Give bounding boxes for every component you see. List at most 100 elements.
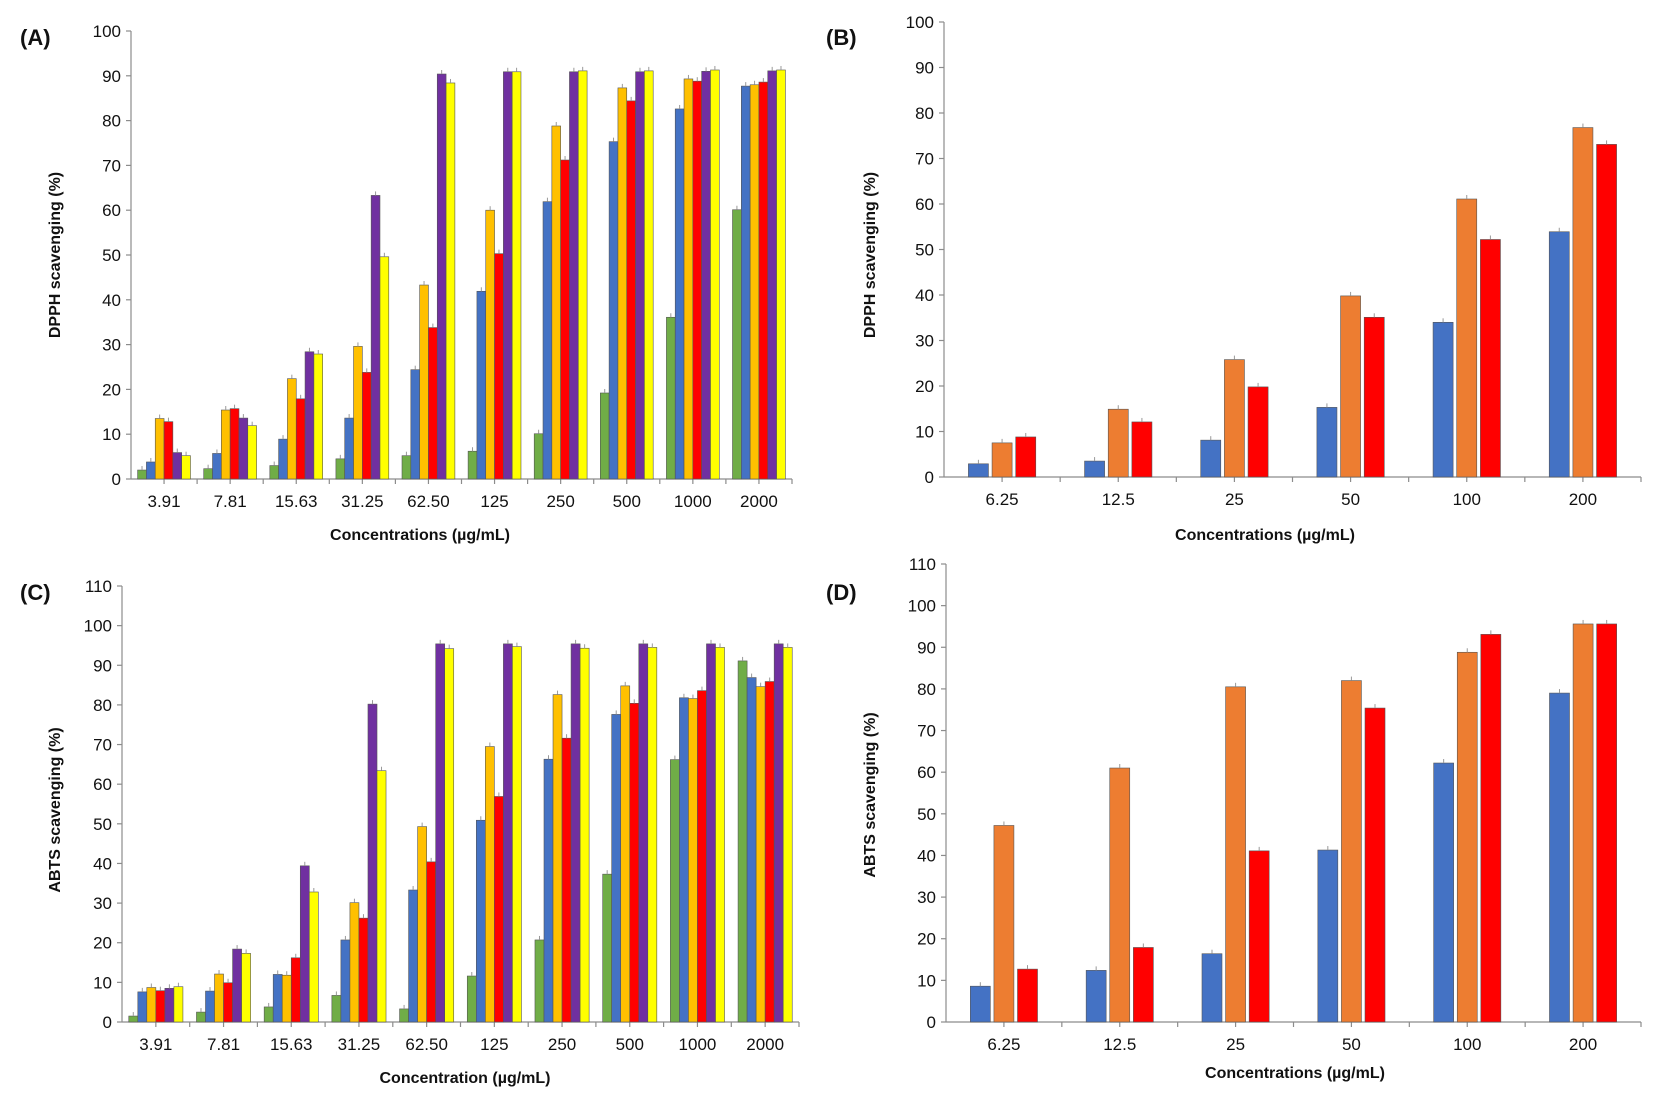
bar-series-gold-3.91 xyxy=(154,418,165,480)
y-tick-label: 20 xyxy=(102,380,121,399)
y-tick-label: 100 xyxy=(906,13,934,32)
bar-series-red-50 xyxy=(1364,707,1386,1023)
y-tick-label: 50 xyxy=(917,805,936,824)
y-tick-label: 80 xyxy=(93,696,112,715)
y-tick-label: 100 xyxy=(84,617,112,636)
x-tick-label: 12.5 xyxy=(1102,490,1135,509)
y-tick-label: 110 xyxy=(85,577,112,596)
bar-series-red-12.5 xyxy=(1131,421,1153,478)
x-tick-label: 3.91 xyxy=(139,1035,172,1054)
bar-series-blue-7.81 xyxy=(212,453,222,480)
x-tick-label: 100 xyxy=(1453,1035,1481,1054)
bar-series-green-7.81 xyxy=(203,468,213,480)
y-tick-label: 10 xyxy=(917,971,936,990)
bar-series-red-2000 xyxy=(758,81,769,480)
bar-series-purple-125 xyxy=(503,71,513,480)
bar-series-red-250 xyxy=(561,737,572,1023)
bar-series-red-15.63 xyxy=(290,957,301,1023)
bar-series-red-31.25 xyxy=(362,372,372,480)
x-tick-label: 100 xyxy=(1453,490,1481,509)
bar-series-blue-250 xyxy=(543,758,554,1023)
bar-series-red-25 xyxy=(1247,386,1269,478)
y-tick-label: 50 xyxy=(93,815,112,834)
bar-series-red-25 xyxy=(1248,850,1270,1023)
bar-series-purple-1000 xyxy=(701,71,711,480)
y-tick-label: 60 xyxy=(93,775,112,794)
bar-series-blue-500 xyxy=(611,714,622,1023)
panel-label-c: (C) xyxy=(20,580,51,605)
bar-series-green-500 xyxy=(602,873,612,1023)
x-tick-label: 3.91 xyxy=(148,492,181,511)
y-tick-label: 10 xyxy=(102,425,121,444)
bar-series-yellow-125 xyxy=(512,646,522,1023)
y-axis-title: DPPH scavenging (%) xyxy=(47,172,64,338)
x-tick-label: 2000 xyxy=(746,1035,784,1054)
bar-series-gold-2000 xyxy=(749,84,760,480)
y-axis-title: ABTS scavenging (%) xyxy=(47,727,64,892)
bar-series-red-1000 xyxy=(697,690,707,1023)
bar-series-yellow-7.81 xyxy=(241,953,251,1023)
bar-series-gold-15.63 xyxy=(287,378,297,480)
bar-series-orange-200 xyxy=(1572,127,1594,478)
bar-series-blue-25 xyxy=(1201,953,1223,1023)
bar-series-red-100 xyxy=(1480,634,1502,1023)
bar-series-gold-500 xyxy=(620,685,631,1023)
y-tick-label: 110 xyxy=(909,555,936,574)
bar-series-purple-7.81 xyxy=(238,417,249,480)
x-tick-label: 15.63 xyxy=(270,1035,313,1054)
y-tick-label: 80 xyxy=(915,104,934,123)
bar-series-red-6.25 xyxy=(1017,968,1038,1023)
bar-series-yellow-31.25 xyxy=(379,256,390,480)
bar-series-purple-1000 xyxy=(706,643,716,1023)
bar-series-purple-62.50 xyxy=(436,73,447,480)
bar-series-blue-250 xyxy=(542,201,553,480)
bar-series-blue-12.5 xyxy=(1084,460,1105,478)
bar-series-yellow-3.91 xyxy=(181,455,191,480)
bar-series-blue-100 xyxy=(1433,762,1454,1023)
panel-label-d: (D) xyxy=(826,580,857,605)
y-tick-label: 20 xyxy=(93,934,112,953)
bar-series-yellow-1000 xyxy=(715,647,725,1023)
bar-series-red-1000 xyxy=(692,80,702,480)
x-tick-label: 7.81 xyxy=(214,492,247,511)
bar-series-green-15.63 xyxy=(263,1006,274,1023)
bar-series-red-12.5 xyxy=(1133,947,1154,1023)
y-tick-label: 60 xyxy=(915,195,934,214)
bar-series-yellow-3.91 xyxy=(173,986,184,1023)
bar-series-green-31.25 xyxy=(335,458,346,480)
x-tick-label: 50 xyxy=(1341,490,1360,509)
bar-series-red-3.91 xyxy=(163,421,174,480)
x-tick-label: 1000 xyxy=(674,492,712,511)
bar-series-red-31.25 xyxy=(358,917,369,1023)
bar-series-green-2000 xyxy=(737,660,748,1023)
x-tick-label: 15.63 xyxy=(275,492,318,511)
bar-series-orange-100 xyxy=(1456,198,1478,478)
y-tick-label: 70 xyxy=(93,736,112,755)
bar-series-orange-100 xyxy=(1456,651,1478,1023)
panel-a-dpph-chart: (A) Concentrations (µg/mL) DPPH scavengi… xyxy=(20,22,793,544)
bar-series-yellow-7.81 xyxy=(247,425,257,480)
x-tick-label: 25 xyxy=(1225,490,1244,509)
bar-series-purple-125 xyxy=(503,643,513,1023)
bar-series-orange-50 xyxy=(1341,680,1362,1023)
bar-series-yellow-15.63 xyxy=(313,353,323,480)
bar-series-green-3.91 xyxy=(137,469,147,480)
x-tick-label: 500 xyxy=(613,492,641,511)
y-tick-label: 10 xyxy=(915,423,934,442)
bar-series-red-125 xyxy=(494,253,504,480)
x-tick-label: 62.50 xyxy=(405,1035,448,1054)
bar-series-purple-2000 xyxy=(767,70,777,480)
bar-series-yellow-125 xyxy=(511,71,522,480)
bar-series-green-125 xyxy=(466,975,477,1023)
x-tick-label: 200 xyxy=(1569,490,1597,509)
bar-series-gold-62.50 xyxy=(419,284,429,480)
x-tick-label: 12.5 xyxy=(1103,1035,1136,1054)
x-tick-label: 62.50 xyxy=(407,492,450,511)
x-axis-title: Concentrations (µg/mL) xyxy=(1205,1065,1385,1082)
bar-series-purple-7.81 xyxy=(232,948,242,1023)
panel-label-b: (B) xyxy=(826,25,857,50)
bar-series-gold-31.25 xyxy=(353,346,363,480)
y-tick-label: 70 xyxy=(102,156,121,175)
bar-series-red-250 xyxy=(560,159,570,480)
bar-series-red-7.81 xyxy=(223,982,233,1023)
